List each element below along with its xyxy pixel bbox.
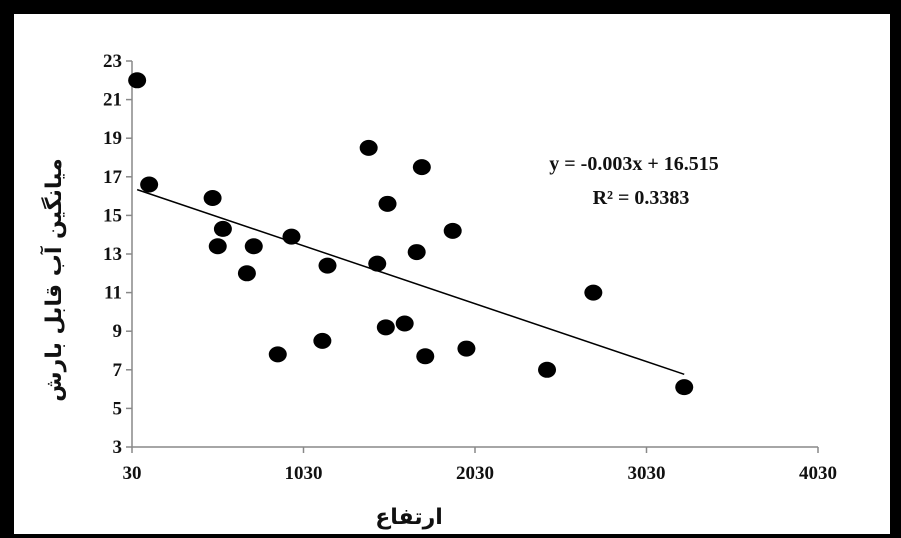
data-point	[244, 238, 263, 255]
y-tick-label: 23	[103, 51, 122, 72]
data-point	[282, 228, 301, 245]
data-point	[368, 255, 387, 272]
data-point	[140, 176, 159, 193]
trendline	[136, 188, 685, 376]
data-point	[268, 346, 287, 363]
x-tick-label: 4030	[799, 463, 837, 484]
data-point	[584, 284, 603, 301]
tick-labels: 3 5 7 9 11 13 15 17 19 21 23 30 1030 2030 3030 4030	[103, 51, 837, 484]
x-tick-label: 3030	[628, 463, 666, 484]
y-tick-label: 13	[103, 244, 122, 265]
chart-canvas: 3 5 7 9 11 13 15 17 19 21 23 30 1030 2030 3030 4030 y =…	[14, 14, 890, 534]
trendline-group	[136, 188, 685, 376]
y-tick-label: 7	[113, 360, 123, 381]
y-tick-label: 5	[113, 398, 123, 419]
data-point	[457, 340, 476, 357]
data-point	[675, 379, 694, 396]
x-axis-label: ارتفاع	[375, 505, 443, 530]
scatter-chart: 3 5 7 9 11 13 15 17 19 21 23 30 1030 2030 3030 4030 y =…	[39, 51, 837, 530]
y-tick-label: 3	[113, 437, 123, 458]
data-point	[412, 159, 431, 176]
data-point	[313, 332, 332, 349]
data-point	[128, 72, 147, 89]
x-tick-label: 1030	[285, 463, 323, 484]
data-point	[378, 195, 397, 212]
data-point	[318, 257, 337, 274]
data-point	[416, 348, 435, 365]
data-point	[538, 361, 557, 378]
y-tick-label: 19	[103, 128, 122, 149]
y-tick-label: 15	[103, 205, 122, 226]
axes	[126, 60, 819, 453]
data-point	[203, 190, 222, 207]
data-point	[395, 315, 414, 332]
data-point	[443, 222, 462, 239]
y-tick-label: 21	[103, 90, 122, 111]
data-point	[208, 238, 227, 255]
data-point	[359, 139, 378, 156]
y-tick-label: 11	[104, 283, 122, 304]
data-point	[376, 319, 395, 336]
trendline-equation: y = -0.003x + 16.515	[549, 153, 718, 175]
x-tick-label: 2030	[456, 463, 494, 484]
y-tick-label: 17	[103, 167, 123, 188]
y-tick-label: 9	[113, 321, 123, 342]
trendline-r-squared: R² = 0.3383	[593, 187, 690, 209]
data-points	[128, 72, 694, 396]
y-axis-label: میانگین آب قابل بارش	[39, 158, 67, 401]
data-point	[237, 265, 256, 282]
data-point	[407, 244, 426, 261]
data-point	[213, 220, 232, 237]
x-tick-label: 30	[123, 463, 142, 484]
